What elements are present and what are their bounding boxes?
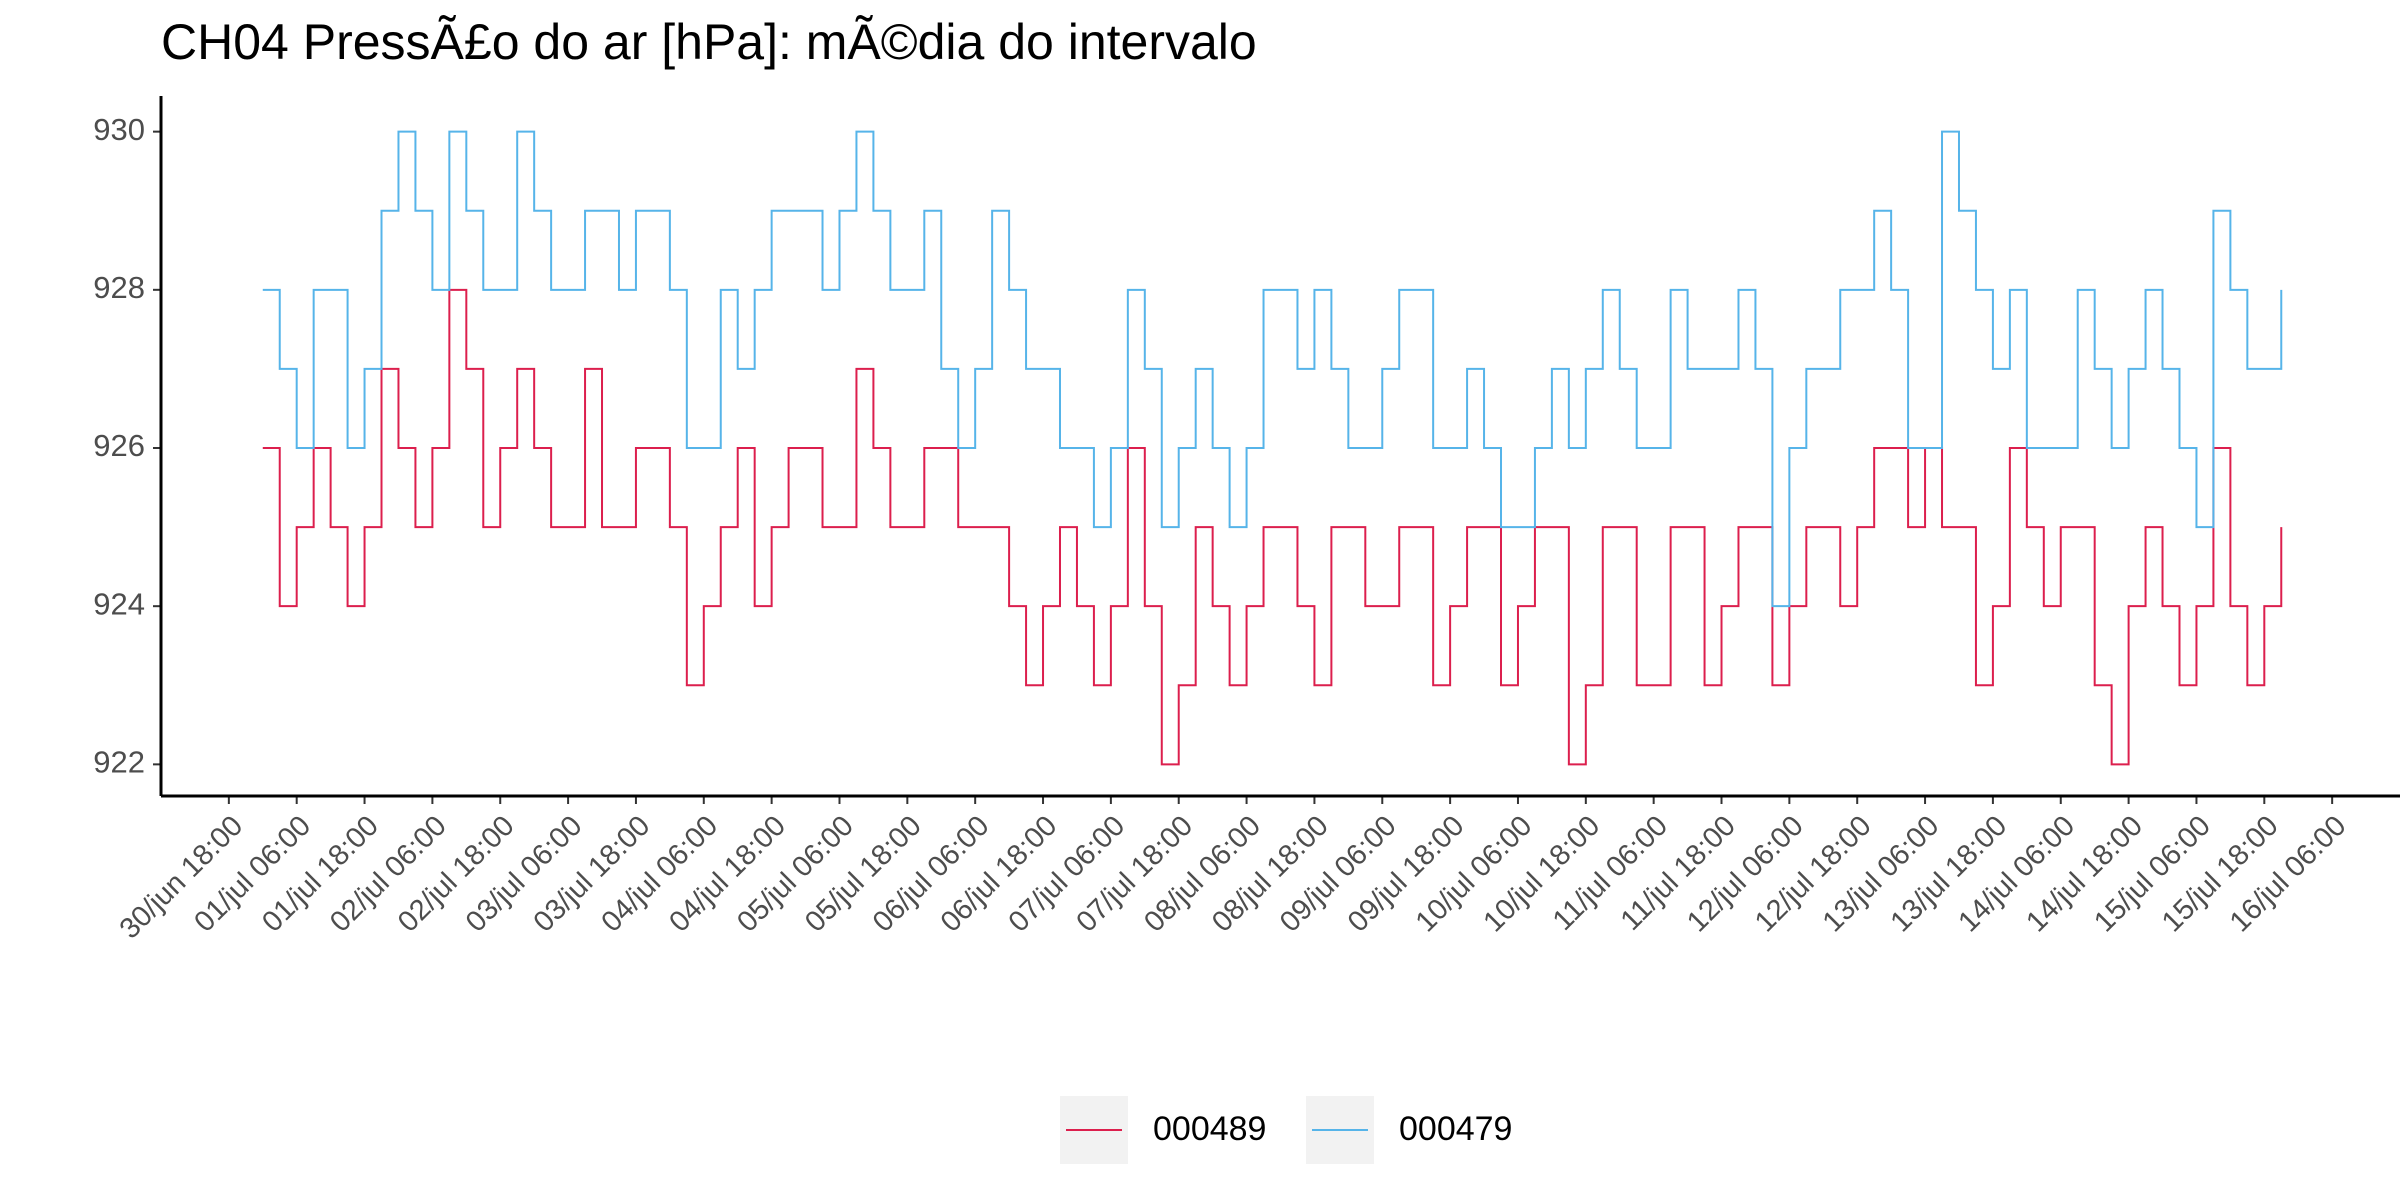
y-tick-label: 928: [93, 270, 145, 305]
y-tick-label: 924: [93, 586, 145, 621]
chart-title: CH04 PressÃ£o do ar [hPa]: mÃ©dia do int…: [161, 14, 1257, 70]
legend-label: 000479: [1399, 1110, 1512, 1148]
y-tick-label: 922: [93, 745, 145, 780]
y-tick-label: 926: [93, 428, 145, 463]
legend-label: 000489: [1153, 1110, 1266, 1148]
series-line: [262, 130, 2283, 608]
y-tick-label: 930: [93, 112, 145, 147]
series-line: [262, 288, 2283, 766]
